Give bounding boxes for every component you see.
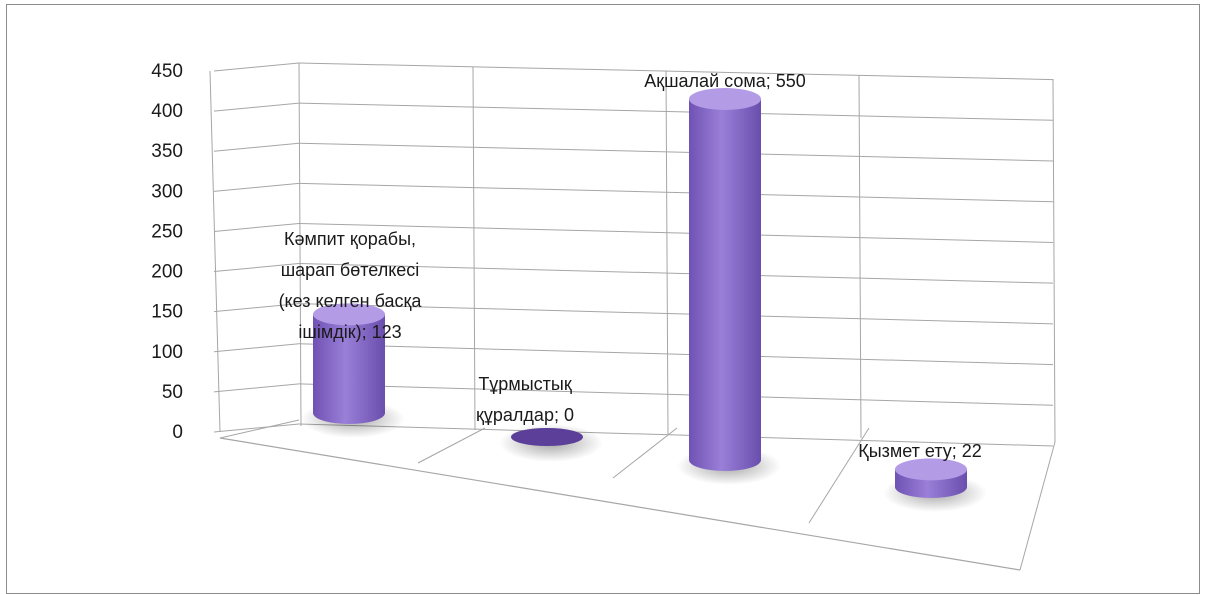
y-tick-label: 150 — [151, 302, 183, 323]
gridline-back-wall — [298, 222, 1054, 243]
data-label: Ақшалай сома; 550 — [644, 71, 806, 91]
data-label-line: құралдар; 0 — [476, 405, 574, 425]
y-tick-label: 0 — [172, 422, 183, 443]
y-tick-label: 100 — [151, 342, 183, 363]
bar-cylinder-body — [313, 314, 385, 424]
axis-left-wall-edge — [209, 70, 221, 433]
gridline-left-wall — [213, 383, 300, 393]
data-label: Тұрмыстық құралдар; 0 — [476, 374, 574, 425]
gridline-back-wall — [298, 383, 1054, 406]
data-label-line: ішімдік); 123 — [298, 322, 401, 342]
gridline-back-wall — [298, 303, 1054, 325]
y-tick-label: 350 — [151, 141, 183, 162]
data-label-line: Қызмет ету; 22 — [858, 441, 982, 461]
gridline-back-vertical — [665, 70, 669, 435]
floor-divider — [417, 427, 486, 464]
gridline-back-vertical — [1052, 78, 1056, 443]
bar-cylinder-body — [689, 99, 761, 471]
gridline-left-wall — [213, 303, 300, 313]
gridline-left-wall — [213, 102, 300, 112]
y-tick-label: 50 — [162, 382, 183, 403]
floor-divider — [612, 427, 678, 479]
gridline-left-wall — [213, 222, 300, 232]
data-label-line: шарап бөтелкесі — [281, 260, 420, 280]
gridline-left-wall — [213, 423, 300, 433]
floor-left-edge — [219, 419, 300, 439]
data-label-line: Кәмпит қорабы, — [284, 229, 416, 249]
data-label: Қызмет ету; 22 — [858, 441, 982, 461]
data-label: Кәмпит қорабы, шарап бөтелкесі (кез келген… — [279, 229, 423, 342]
chart-area: 0 50 100 150 200 250 300 350 400 450 Кәмпит қорабы… — [6, 4, 1200, 594]
gridline-back-wall — [298, 263, 1054, 284]
gridline-back-wall — [298, 343, 1054, 366]
y-tick-label: 400 — [151, 101, 183, 122]
gridline-left-wall — [213, 343, 300, 353]
data-label-line: (кез келген басқа — [279, 291, 423, 311]
y-tick-label: 300 — [151, 181, 183, 202]
bar-cylinder-top — [895, 458, 967, 481]
y-tick-label: 200 — [151, 262, 183, 283]
bar-cylinder-top — [689, 88, 761, 110]
gridline-back-wall — [298, 62, 1054, 81]
gridline-back-vertical — [298, 62, 302, 427]
y-tick-label: 250 — [151, 221, 183, 242]
floor-divider — [808, 427, 870, 524]
y-tick-label: 450 — [151, 61, 183, 82]
chart-plot: 0 50 100 150 200 250 300 350 400 450 Кәмпит қорабы… — [151, 61, 1056, 571]
gridline-left-wall — [213, 62, 300, 72]
gridline-left-wall — [213, 263, 300, 273]
bar-cylinder-top — [313, 303, 385, 326]
data-label-line: Тұрмыстық — [478, 374, 572, 394]
gridline-left-wall — [213, 142, 300, 152]
bar-cylinder-flat — [511, 428, 583, 446]
gridline-back-wall — [298, 423, 1054, 447]
gridline-left-wall — [213, 182, 300, 192]
gridline-back-wall — [298, 182, 1054, 203]
floor-front-edge — [219, 437, 1021, 571]
floor-right-edge — [1019, 441, 1056, 571]
gridline-back-wall — [298, 102, 1054, 121]
data-label-line: Ақшалай сома; 550 — [644, 71, 806, 91]
gridline-back-vertical — [858, 74, 862, 439]
gridline-back-wall — [298, 142, 1054, 162]
gridline-back-vertical — [472, 66, 476, 431]
